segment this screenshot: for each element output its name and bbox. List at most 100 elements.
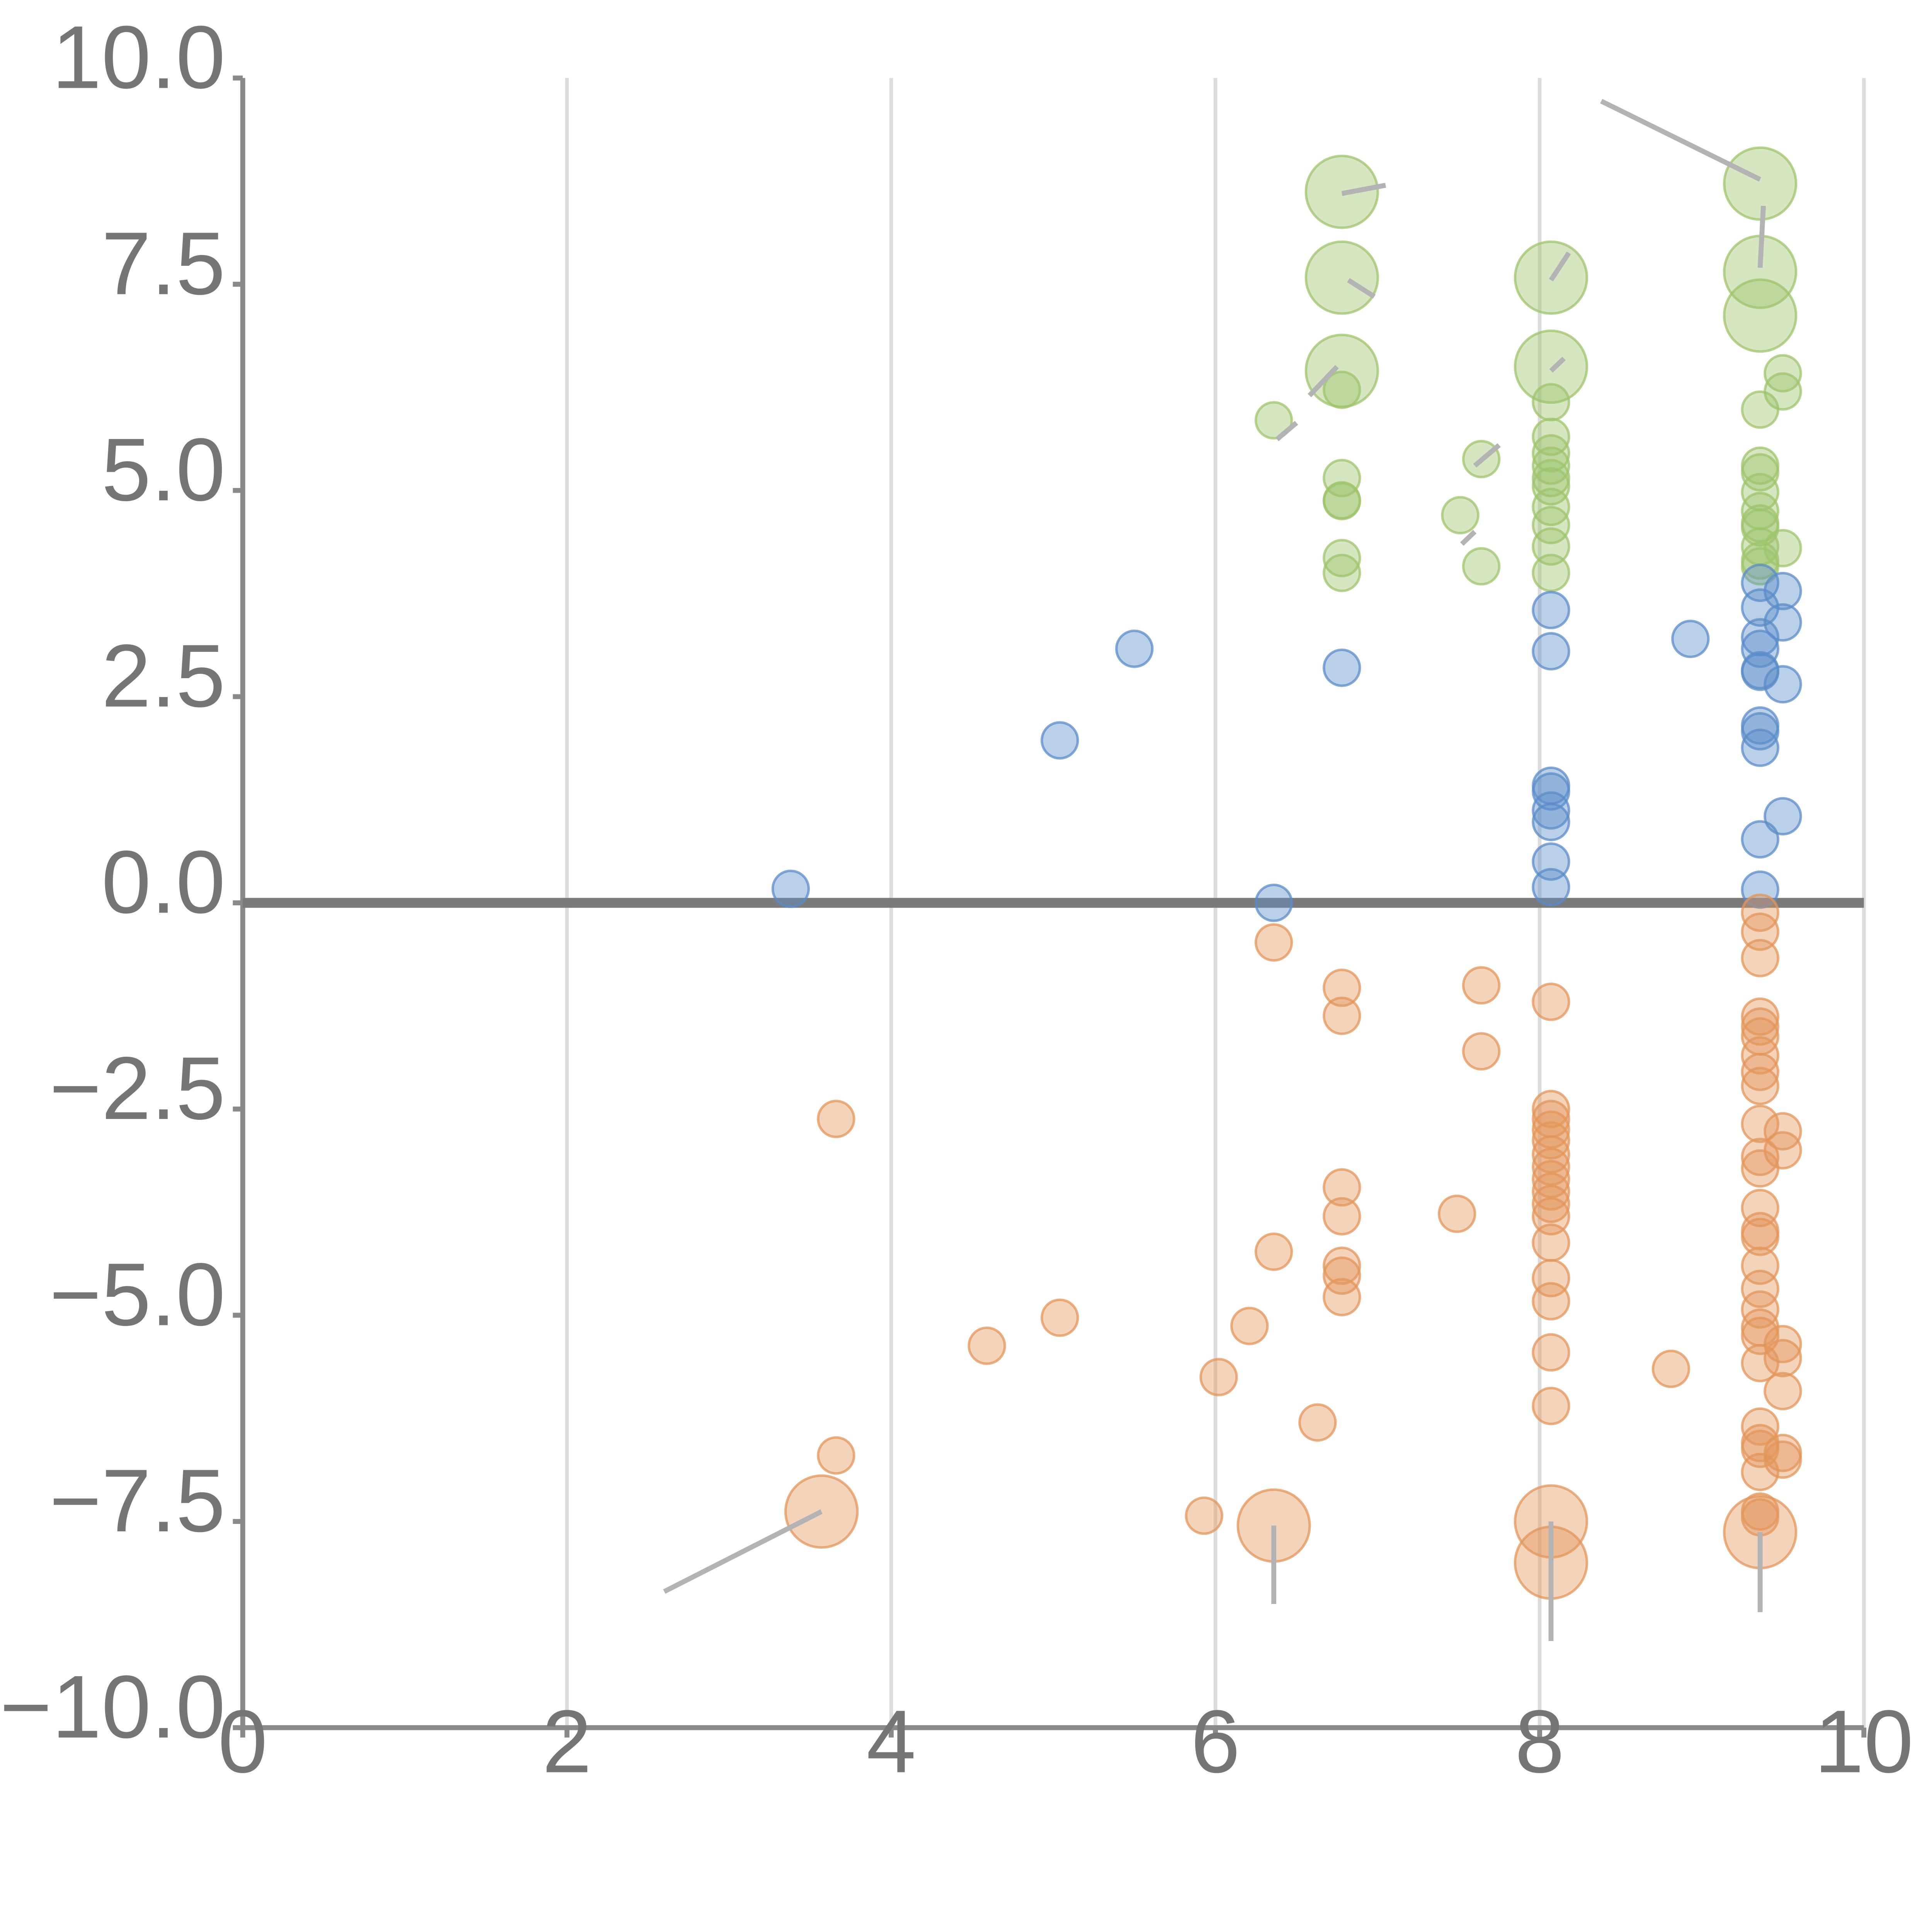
blue-point bbox=[1532, 791, 1570, 830]
orange-point bbox=[1532, 1223, 1570, 1262]
orange-point bbox=[1532, 1090, 1570, 1128]
orange-point bbox=[1741, 997, 1779, 1036]
orange-point bbox=[1254, 923, 1293, 962]
annotation-leader-line bbox=[1473, 443, 1501, 468]
orange-point bbox=[1199, 1358, 1238, 1396]
x-tick-label: 10 bbox=[1814, 1692, 1913, 1791]
orange-point bbox=[1462, 966, 1501, 1005]
orange-point bbox=[1532, 983, 1570, 1021]
orange-point bbox=[1323, 1278, 1361, 1316]
green-point bbox=[1462, 547, 1501, 586]
green-point bbox=[1323, 371, 1361, 409]
y-tick-label: −7.5 bbox=[49, 1451, 226, 1550]
blue-point bbox=[1532, 632, 1570, 671]
annotation-leader-line bbox=[1460, 530, 1477, 546]
blue-point bbox=[771, 869, 810, 908]
data-points bbox=[771, 146, 1802, 1600]
y-axis-ticks: 10.0 7.5 5.0 2.5 0.0 −2.5 −5.0 −7.5 −10.0 bbox=[0, 7, 243, 1757]
blue-point bbox=[1764, 571, 1802, 611]
orange-point bbox=[1764, 1372, 1802, 1410]
y-tick-label: 2.5 bbox=[102, 626, 226, 726]
orange-point bbox=[1764, 1440, 1802, 1479]
orange-point bbox=[1741, 1066, 1779, 1105]
green-point bbox=[1323, 459, 1361, 497]
blue-point bbox=[1741, 712, 1779, 751]
orange-point bbox=[1041, 1298, 1079, 1337]
orange-point bbox=[1298, 1403, 1337, 1442]
orange-point bbox=[1532, 1121, 1570, 1160]
blue-point bbox=[1323, 648, 1361, 687]
green-point bbox=[1532, 506, 1570, 544]
x-tick-label: 4 bbox=[866, 1692, 916, 1791]
orange-point bbox=[1323, 997, 1361, 1035]
orange-point bbox=[1741, 1189, 1779, 1228]
green-point bbox=[1323, 539, 1361, 577]
blue-point bbox=[1532, 591, 1570, 629]
y-tick-label: −2.5 bbox=[49, 1038, 226, 1138]
orange-point bbox=[1741, 1104, 1779, 1143]
annotation-leader-line bbox=[1757, 206, 1766, 268]
orange-point bbox=[1741, 939, 1779, 978]
annotation-leader-lines bbox=[663, 99, 1766, 1641]
orange-point bbox=[1741, 1407, 1779, 1446]
green-point bbox=[1532, 554, 1570, 592]
annotation-leader-line bbox=[1549, 251, 1571, 282]
green-point bbox=[1532, 446, 1570, 485]
orange-point bbox=[1741, 1138, 1779, 1176]
orange-point bbox=[1437, 1194, 1476, 1233]
orange-point bbox=[968, 1327, 1006, 1365]
orange-point bbox=[1532, 1333, 1570, 1372]
orange-point bbox=[1323, 1197, 1361, 1236]
green-point bbox=[1764, 529, 1802, 568]
x-tick-label: 0 bbox=[218, 1692, 267, 1791]
green-point bbox=[1532, 467, 1570, 506]
green-point bbox=[1764, 372, 1802, 411]
y-tick-label: 7.5 bbox=[102, 213, 226, 313]
annotation-leader-line bbox=[1341, 183, 1386, 196]
x-tick-label: 2 bbox=[542, 1692, 592, 1791]
orange-point bbox=[1254, 1232, 1293, 1271]
y-tick-label: 10.0 bbox=[52, 7, 225, 107]
orange-point bbox=[1741, 1247, 1779, 1285]
green-point bbox=[1441, 496, 1480, 534]
y-tick-label: −5.0 bbox=[49, 1244, 226, 1344]
annotation-leader-line bbox=[1347, 278, 1376, 299]
green-point bbox=[1323, 482, 1361, 520]
blue-point bbox=[1041, 721, 1079, 760]
annotation-leader-line bbox=[1275, 421, 1298, 441]
blue-point bbox=[1254, 883, 1293, 922]
green-point bbox=[1532, 417, 1570, 456]
orange-point bbox=[1741, 1053, 1779, 1091]
y-tick-label: −10.0 bbox=[0, 1657, 225, 1757]
blue-point bbox=[1764, 665, 1802, 704]
orange-point bbox=[817, 1100, 855, 1138]
orange-point bbox=[1764, 1325, 1802, 1364]
annotation-leader-line bbox=[1308, 365, 1339, 398]
annotation-leader-line bbox=[663, 1509, 823, 1594]
orange-point bbox=[1651, 1349, 1690, 1388]
blue-point bbox=[1741, 618, 1779, 656]
blue-point bbox=[1115, 629, 1154, 668]
blue-point bbox=[1741, 870, 1779, 909]
orange-point bbox=[1741, 1269, 1779, 1308]
orange-point bbox=[1532, 1386, 1570, 1425]
blue-point bbox=[1741, 728, 1779, 767]
blue-point bbox=[1741, 820, 1779, 859]
x-tick-label: 6 bbox=[1190, 1692, 1240, 1791]
y-tick-label: 0.0 bbox=[102, 832, 226, 932]
x-axis-ticks: 0 2 4 6 8 10 bbox=[218, 1692, 1913, 1791]
x-tick-label: 8 bbox=[1515, 1692, 1564, 1791]
orange-point bbox=[1532, 1184, 1570, 1223]
orange-point bbox=[1323, 1168, 1361, 1207]
orange-point bbox=[1462, 1032, 1501, 1071]
green-point bbox=[1323, 554, 1361, 592]
blue-point bbox=[1741, 629, 1779, 668]
orange-point bbox=[1741, 1007, 1779, 1046]
orange-point bbox=[817, 1436, 855, 1475]
y-tick-label: 5.0 bbox=[102, 420, 226, 519]
orange-point bbox=[1741, 1218, 1779, 1256]
blue-point bbox=[1532, 803, 1570, 842]
orange-point bbox=[1323, 1247, 1361, 1285]
annotation-leader-line bbox=[1549, 357, 1566, 373]
